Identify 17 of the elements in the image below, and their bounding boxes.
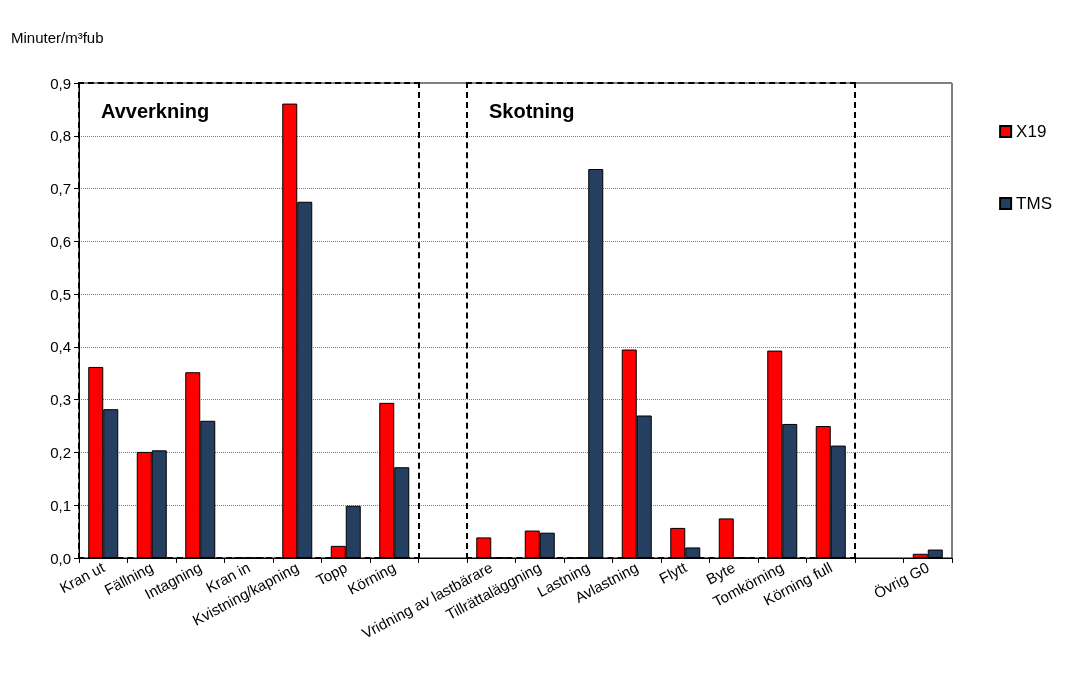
y-tick-label: 0,4 [50, 338, 71, 356]
y-tick-label: 0,6 [50, 232, 71, 250]
y-tick-label: 0,7 [50, 180, 71, 198]
x-tick-label: Övrig G0 [870, 558, 932, 602]
annotation: Avverkning [101, 100, 210, 122]
y-tick-label: 0,9 [50, 74, 71, 92]
y-tick-label: 0,2 [50, 443, 71, 461]
y-tick-label: 0,5 [50, 285, 71, 303]
annotation: Skotning [489, 100, 575, 122]
y-tick-label: 0,8 [50, 127, 71, 145]
y-tick-label: 0,1 [50, 496, 71, 514]
x-tick-label: Flytt [656, 558, 690, 587]
legend-label: TMS [1016, 194, 1053, 213]
y-axis-title: Minuter/m³fub [11, 29, 104, 46]
y-tick-label: 0,0 [50, 549, 71, 567]
legend-label: X19 [1016, 122, 1047, 141]
y-tick-label: 0,3 [50, 391, 71, 409]
